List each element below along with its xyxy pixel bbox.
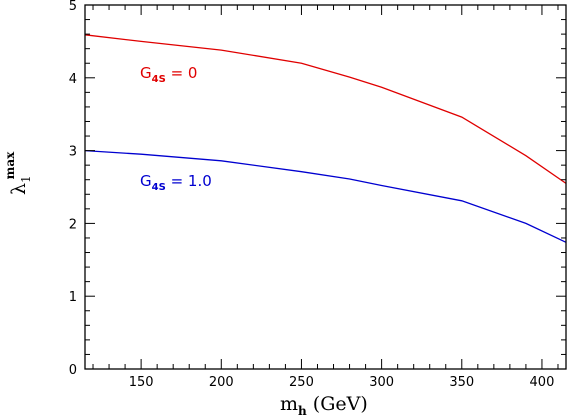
y-tick-label: 2 <box>69 217 77 232</box>
y-tick-label: 4 <box>69 72 77 87</box>
series-line-1 <box>84 149 567 243</box>
x-tick-label: 300 <box>369 375 394 390</box>
y-tick-label: 3 <box>69 145 77 160</box>
x-tick-label: 350 <box>449 375 474 390</box>
series-line-0 <box>84 34 567 184</box>
tick-labels: 150 200 250 300 350 400 0 1 2 3 4 5 <box>69 0 555 390</box>
x-axis-label: mh (GeV) <box>280 393 368 415</box>
x-tick-label: 250 <box>289 375 314 390</box>
x-tick-label: 150 <box>129 375 154 390</box>
y-tick-label: 1 <box>69 290 77 305</box>
y-tick-label: 0 <box>69 363 77 378</box>
y-axis-label: λ1max <box>3 151 33 195</box>
series-lines <box>84 34 567 243</box>
x-tick-label: 200 <box>209 375 234 390</box>
plot-frame <box>84 4 567 370</box>
axis-ticks <box>85 4 566 370</box>
x-tick-label: 400 <box>530 375 555 390</box>
series-label-g4s-1: G4S = 1.0 <box>140 172 212 193</box>
y-tick-label: 5 <box>69 0 77 14</box>
series-label-g4s-0: G4S = 0 <box>140 64 197 85</box>
